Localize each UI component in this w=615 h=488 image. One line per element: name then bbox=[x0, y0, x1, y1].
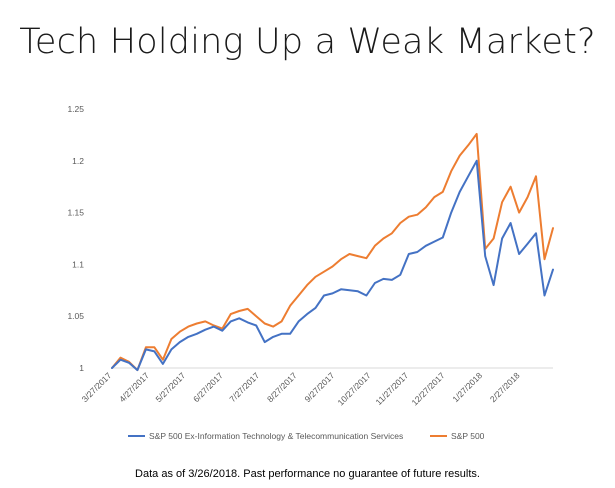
x-axis-ticks: 3/27/2017 4/27/2017 5/27/2017 6/27/2017 7/27… bbox=[80, 370, 522, 407]
y-tick-label: 1.1 bbox=[72, 259, 84, 269]
x-tick-label: 11/27/2017 bbox=[374, 370, 411, 407]
y-tick-label: 1.25 bbox=[67, 104, 84, 114]
x-tick-label: 10/27/2017 bbox=[336, 370, 373, 407]
legend-label: S&P 500 bbox=[451, 431, 485, 441]
y-tick-label: 1.05 bbox=[67, 311, 84, 321]
x-tick-label: 1/27/2018 bbox=[450, 370, 484, 404]
x-tick-label: 9/27/2017 bbox=[303, 370, 337, 404]
x-tick-label: 2/27/2018 bbox=[488, 370, 522, 404]
x-tick-label: 3/27/2017 bbox=[80, 370, 114, 404]
x-tick-label: 5/27/2017 bbox=[153, 370, 187, 404]
footnote: Data as of 3/26/2018. Past performance n… bbox=[135, 468, 480, 480]
chart-title: Tech Holding Up a Weak Market? bbox=[19, 22, 596, 62]
y-tick-label: 1 bbox=[79, 363, 84, 373]
series-lines bbox=[111, 132, 554, 372]
y-tick-label: 1.2 bbox=[72, 156, 84, 166]
x-tick-label: 8/27/2017 bbox=[265, 370, 299, 404]
x-tick-label: 6/27/2017 bbox=[191, 370, 225, 404]
x-tick-label: 12/27/2017 bbox=[409, 370, 446, 407]
x-tick-label: 7/27/2017 bbox=[227, 370, 261, 404]
y-axis-ticks: 1 1.05 1.1 1.15 1.2 1.25 bbox=[67, 104, 84, 373]
series-line-2 bbox=[111, 132, 554, 372]
x-tick-label: 4/27/2017 bbox=[117, 370, 151, 404]
legend-label: S&P 500 Ex-Information Technology & Tele… bbox=[149, 431, 403, 441]
y-tick-label: 1.15 bbox=[67, 208, 84, 218]
legend: S&P 500 Ex-Information Technology & Tele… bbox=[128, 431, 485, 441]
series-line-1 bbox=[111, 159, 554, 372]
